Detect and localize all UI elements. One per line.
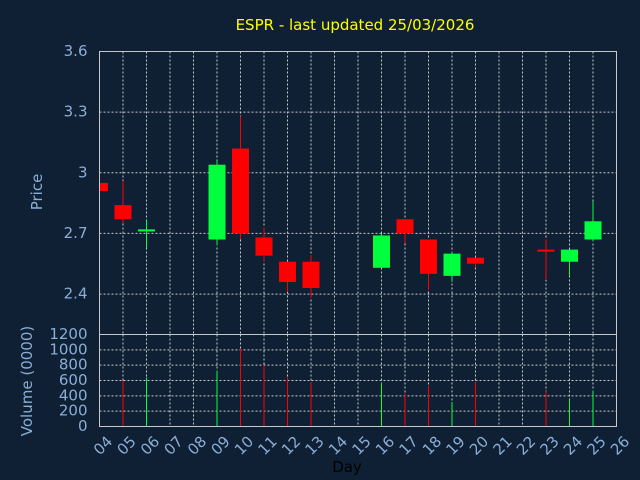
candle-body [467,257,484,264]
volume-bars [122,348,594,427]
price-tick-label: 3.6 [64,42,88,60]
price-tick-label: 3 [78,163,88,181]
candle-body [420,239,437,274]
candle-body [232,148,249,234]
volume-tick-label: 200 [59,402,88,420]
candle-body [561,249,578,262]
candle-body [114,205,132,220]
candle-body [537,249,555,252]
price-axis-label: Price [28,174,46,211]
candle-body [100,182,108,191]
volume-tick-label: 1200 [49,325,87,343]
candle-body [396,219,414,234]
candle-body [373,235,390,268]
volume-tick-label: 400 [59,386,88,404]
volume-tick-label: 800 [59,356,88,374]
price-tick-label: 3.3 [64,103,88,121]
x-ticks: 0405060708091011121314151617181920212223… [90,433,633,459]
price-y-ticks: 2.4 2.7 3 3.3 3.6 [64,42,88,303]
volume-tick-label: 0 [78,417,88,435]
candle-body [208,164,226,240]
volume-tick-label: 600 [59,371,88,389]
volume-axis-label: Volume (0000) [18,326,36,436]
price-grid [99,51,617,335]
x-axis-label: Day [332,458,362,476]
candle-body [279,261,296,282]
candle-body [302,261,320,289]
candle-body [138,229,155,232]
volume-tick-label: 1000 [49,340,87,358]
candles [100,116,602,299]
volume-frame [99,334,617,427]
price-tick-label: 2.7 [64,224,88,242]
candle-body [584,221,602,240]
chart-title: ESPR - last updated 25/03/2026 [236,16,475,34]
candle-body [443,253,461,276]
candle-body [255,237,273,256]
price-tick-label: 2.4 [64,285,88,303]
